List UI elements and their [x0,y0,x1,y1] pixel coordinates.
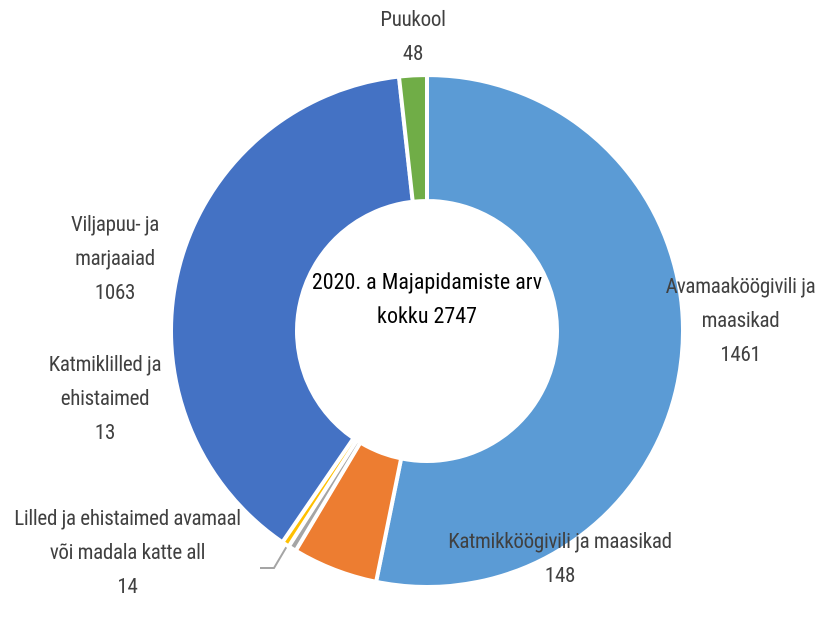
category-label: Lilled ja ehistaimed avamaal või madala … [14,507,241,565]
donut-segment [373,72,685,589]
value-label: 14 [117,575,138,599]
category-label: Katmiklilled ja ehistaimed [48,353,162,411]
category-label: Puukool [380,8,446,32]
value-label: 1461 [720,343,761,367]
data-label: Lilled ja ehistaimed avamaal või madala … [5,502,250,604]
donut-segment [169,74,415,546]
category-label: Avamaaköögivili ja maasikad [665,275,816,333]
value-label: 13 [94,421,116,445]
data-label: Puukool 48 [343,3,483,71]
data-label: Katmikköögivili ja maasikad 148 [440,525,680,593]
value-label: 1063 [94,281,136,305]
value-label: 148 [544,564,576,588]
data-label: Avamaaköögivili ja maasikad 1461 [648,270,833,372]
category-label: Viljapuu- ja marjaaiad [70,213,160,271]
category-label: Katmikköögivili ja maasikad [448,530,672,554]
donut-segment [396,72,429,204]
value-label: 48 [402,42,424,66]
data-label: Viljapuu- ja marjaaiad 1063 [45,208,185,310]
data-label: Katmiklilled ja ehistaimed 13 [35,348,175,450]
center-title: 2020. a Majapidamiste arv kokku 2747 [311,270,543,329]
